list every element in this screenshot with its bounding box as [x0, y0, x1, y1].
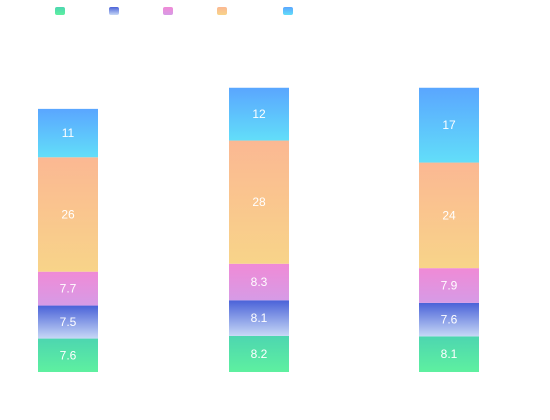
- legend-swatch[interactable]: [109, 7, 119, 15]
- data-label: 26: [61, 207, 75, 221]
- bar-segment[interactable]: [229, 263, 289, 301]
- data-label: 8.1: [251, 311, 268, 325]
- data-label: 8.2: [251, 347, 268, 361]
- bar-segment[interactable]: [38, 305, 98, 339]
- bar-segment[interactable]: [419, 336, 479, 372]
- data-label: 7.5: [60, 315, 77, 329]
- bar-segment[interactable]: [419, 268, 479, 303]
- bar-segment[interactable]: [419, 87, 479, 163]
- legend: [55, 7, 293, 15]
- data-label: 7.6: [441, 313, 458, 327]
- stacked-bar: 8.1 7.6 7.9 24 17: [419, 87, 479, 372]
- data-label: 28: [252, 195, 266, 209]
- plot-area: 7.6 7.5 7.7 26 11 8.2 8.1 8.3 28 12 8.1 7.6 7.9 24 17: [38, 87, 479, 372]
- bar-segment[interactable]: [38, 271, 98, 306]
- legend-swatch[interactable]: [55, 7, 65, 15]
- bar-segment[interactable]: [38, 338, 98, 372]
- legend-swatch[interactable]: [163, 7, 173, 15]
- data-label: 8.1: [441, 347, 458, 361]
- data-label: 11: [62, 126, 75, 140]
- bar-segment[interactable]: [419, 302, 479, 337]
- data-label: 12: [252, 107, 266, 121]
- stacked-bar: 7.6 7.5 7.7 26 11: [38, 108, 98, 372]
- data-label: 24: [442, 208, 456, 222]
- data-label: 7.6: [60, 348, 77, 362]
- data-label: 7.9: [441, 279, 458, 293]
- legend-swatch[interactable]: [217, 7, 227, 15]
- bar-segment[interactable]: [229, 335, 289, 372]
- data-label: 8.3: [251, 275, 268, 289]
- bar-segment[interactable]: [229, 87, 289, 141]
- bar-segment[interactable]: [229, 140, 289, 264]
- stacked-bar: 8.2 8.1 8.3 28 12: [229, 87, 289, 372]
- data-label: 7.7: [60, 282, 77, 296]
- bar-segment[interactable]: [38, 157, 98, 272]
- data-label: 17: [442, 118, 456, 132]
- bar-segment[interactable]: [229, 300, 289, 336]
- bar-segment[interactable]: [419, 162, 479, 269]
- legend-swatch[interactable]: [283, 7, 293, 15]
- bar-segment[interactable]: [38, 108, 98, 158]
